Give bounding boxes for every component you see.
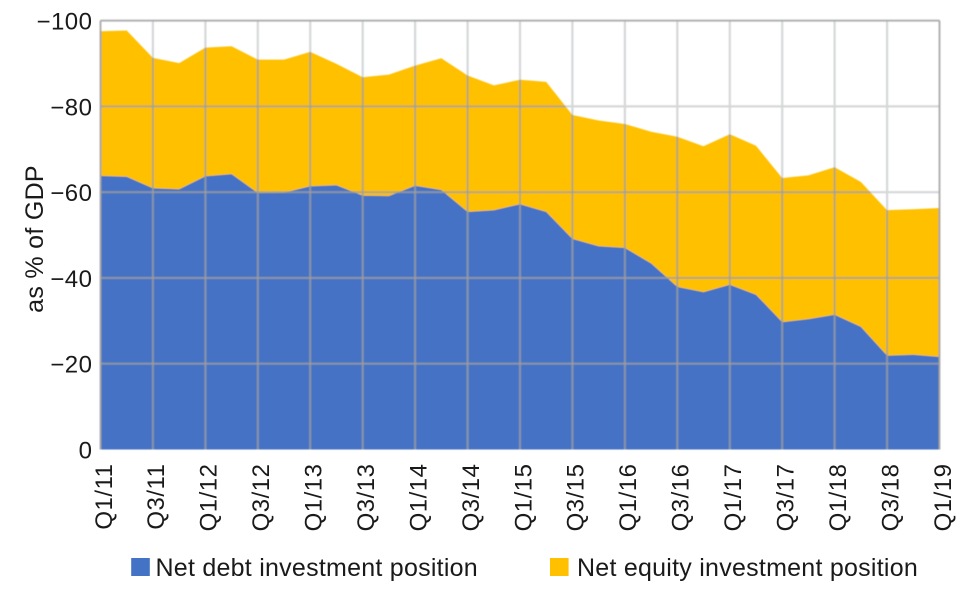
svg-text:0: 0: [79, 438, 93, 465]
svg-text:Q3/17: Q3/17: [773, 464, 800, 532]
svg-text:Q3/15: Q3/15: [563, 464, 590, 532]
svg-text:Q3/14: Q3/14: [458, 464, 485, 532]
svg-text:Net debt investment position: Net debt investment position: [156, 554, 478, 582]
svg-text:Q1/19: Q1/19: [930, 464, 957, 532]
svg-text:Q1/12: Q1/12: [196, 464, 223, 532]
svg-text:Q3/13: Q3/13: [353, 464, 380, 532]
svg-text:Q3/12: Q3/12: [248, 464, 275, 532]
svg-text:Q1/15: Q1/15: [510, 464, 537, 532]
svg-text:Q1/11: Q1/11: [91, 464, 118, 530]
svg-text:Q3/11: Q3/11: [143, 464, 170, 530]
svg-text:Q1/16: Q1/16: [615, 464, 642, 532]
svg-text:−80: −80: [50, 94, 92, 121]
svg-text:−20: −20: [50, 352, 92, 379]
svg-text:Q1/13: Q1/13: [301, 464, 328, 532]
svg-text:Q3/18: Q3/18: [877, 464, 904, 532]
svg-text:Q1/17: Q1/17: [720, 464, 747, 532]
svg-text:Net equity investment position: Net equity investment position: [577, 554, 918, 582]
svg-text:−60: −60: [50, 180, 92, 207]
svg-text:as % of GDP: as % of GDP: [21, 165, 49, 313]
svg-text:Q1/14: Q1/14: [405, 464, 432, 532]
svg-text:−100: −100: [36, 9, 92, 36]
svg-text:Q1/18: Q1/18: [825, 464, 852, 532]
svg-text:Q3/16: Q3/16: [668, 464, 695, 532]
svg-text:−40: −40: [50, 266, 92, 293]
